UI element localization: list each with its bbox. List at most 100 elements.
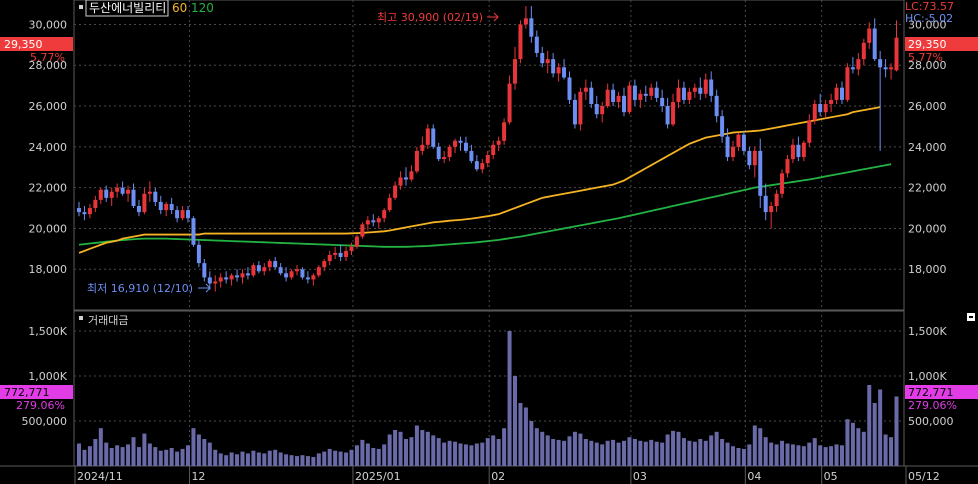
- volume-bar[interactable]: [431, 435, 436, 466]
- candle-body[interactable]: [758, 150, 763, 196]
- candle-body[interactable]: [300, 269, 305, 278]
- candle-body[interactable]: [153, 191, 158, 202]
- candle-body[interactable]: [469, 150, 474, 162]
- candle-body[interactable]: [741, 134, 746, 151]
- candle-body[interactable]: [540, 53, 545, 64]
- volume-bar[interactable]: [567, 436, 572, 466]
- candle-body[interactable]: [431, 128, 436, 147]
- candle-body[interactable]: [878, 59, 883, 68]
- volume-bar[interactable]: [681, 438, 686, 466]
- candle-body[interactable]: [474, 161, 479, 170]
- candle-body[interactable]: [414, 150, 419, 172]
- volume-bar[interactable]: [801, 446, 806, 466]
- candle-body[interactable]: [736, 134, 741, 147]
- volume-bar[interactable]: [207, 442, 212, 466]
- candle-body[interactable]: [284, 273, 289, 278]
- volume-bar[interactable]: [840, 445, 844, 466]
- volume-bar[interactable]: [856, 428, 861, 466]
- candle-body[interactable]: [774, 193, 779, 206]
- volume-bar[interactable]: [540, 431, 545, 466]
- volume-bar[interactable]: [502, 428, 507, 466]
- volume-bar[interactable]: [534, 428, 539, 466]
- volume-bar[interactable]: [611, 439, 616, 466]
- volume-bar[interactable]: [780, 440, 785, 466]
- volume-bar[interactable]: [387, 434, 392, 467]
- volume-bar[interactable]: [545, 435, 550, 466]
- volume-bar[interactable]: [622, 440, 626, 466]
- candle-body[interactable]: [349, 246, 354, 251]
- volume-bar[interactable]: [698, 439, 703, 466]
- volume-bar[interactable]: [709, 435, 714, 466]
- volume-bar[interactable]: [785, 443, 790, 467]
- candle-body[interactable]: [611, 89, 616, 102]
- candle-body[interactable]: [638, 93, 643, 100]
- volume-bar[interactable]: [513, 376, 517, 466]
- candle-body[interactable]: [425, 128, 430, 145]
- candle-body[interactable]: [376, 218, 381, 223]
- volume-bar[interactable]: [251, 450, 256, 466]
- volume-bar[interactable]: [883, 434, 888, 467]
- candle-body[interactable]: [436, 146, 441, 160]
- candle-body[interactable]: [861, 42, 866, 60]
- volume-bar[interactable]: [872, 403, 877, 466]
- candle-body[interactable]: [529, 18, 534, 37]
- candle-body[interactable]: [856, 59, 861, 70]
- candle-body[interactable]: [834, 87, 839, 100]
- volume-bar[interactable]: [284, 454, 289, 466]
- candle-body[interactable]: [622, 95, 626, 113]
- candle-body[interactable]: [93, 199, 98, 209]
- candle-body[interactable]: [720, 116, 725, 137]
- candle-body[interactable]: [643, 93, 648, 96]
- volume-bar[interactable]: [758, 428, 763, 466]
- volume-bar[interactable]: [158, 450, 163, 466]
- candle-body[interactable]: [889, 67, 894, 70]
- candle-body[interactable]: [104, 189, 109, 198]
- volume-bar[interactable]: [878, 389, 883, 467]
- candle-body[interactable]: [333, 252, 338, 255]
- candle-body[interactable]: [785, 159, 790, 174]
- volume-bar[interactable]: [796, 445, 801, 466]
- volume-bar[interactable]: [453, 441, 458, 466]
- candle-body[interactable]: [763, 195, 768, 213]
- candle-body[interactable]: [87, 208, 92, 215]
- candle-body[interactable]: [224, 277, 229, 280]
- candle-body[interactable]: [698, 87, 703, 94]
- candle-body[interactable]: [387, 197, 392, 211]
- candle-body[interactable]: [98, 189, 103, 200]
- candle-body[interactable]: [518, 24, 523, 60]
- candle-body[interactable]: [77, 208, 81, 213]
- volume-bar[interactable]: [720, 439, 725, 466]
- volume-bar[interactable]: [229, 452, 234, 467]
- volume-bar[interactable]: [104, 442, 109, 466]
- candle-body[interactable]: [867, 28, 872, 43]
- volume-bar[interactable]: [627, 437, 632, 466]
- candle-body[interactable]: [158, 201, 163, 211]
- candle-body[interactable]: [725, 136, 730, 158]
- volume-bar[interactable]: [235, 454, 240, 466]
- volume-bar[interactable]: [556, 439, 561, 466]
- volume-bar[interactable]: [551, 439, 556, 466]
- volume-bar[interactable]: [365, 443, 370, 467]
- volume-bar[interactable]: [425, 431, 430, 466]
- volume-bar[interactable]: [676, 431, 681, 466]
- candle-body[interactable]: [491, 144, 496, 155]
- volume-bar[interactable]: [867, 385, 872, 466]
- candle-body[interactable]: [213, 281, 218, 284]
- volume-bar[interactable]: [485, 438, 490, 466]
- candle-body[interactable]: [327, 254, 332, 262]
- volume-bar[interactable]: [153, 447, 158, 466]
- candle-body[interactable]: [371, 220, 376, 223]
- volume-bar[interactable]: [660, 442, 665, 466]
- volume-bar[interactable]: [273, 449, 278, 466]
- candle-body[interactable]: [202, 263, 207, 278]
- volume-bar[interactable]: [747, 444, 752, 466]
- candle-body[interactable]: [235, 275, 240, 278]
- volume-bar[interactable]: [474, 443, 479, 467]
- volume-bar[interactable]: [120, 447, 125, 466]
- candle-body[interactable]: [207, 277, 212, 284]
- volume-bar[interactable]: [687, 440, 692, 466]
- candle-body[interactable]: [229, 275, 234, 280]
- candle-body[interactable]: [295, 269, 299, 272]
- candle-body[interactable]: [420, 144, 425, 151]
- volume-bar[interactable]: [333, 450, 338, 466]
